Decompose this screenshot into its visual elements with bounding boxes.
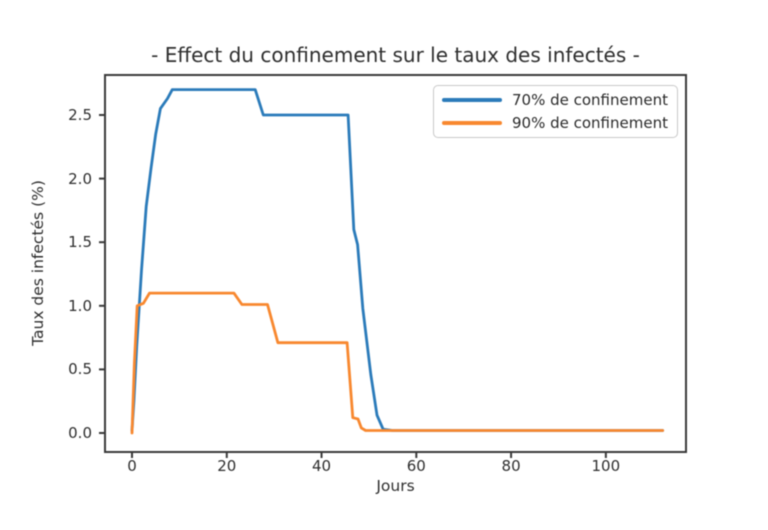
- series-line-70-percent: [130, 88, 665, 432]
- x-tick-label: 100: [591, 457, 621, 475]
- chart-title: - Effect du confinement sur le taux des …: [151, 43, 640, 67]
- y-tick-label: 2.0: [68, 169, 92, 188]
- legend-item-70: 70% de confinement: [442, 91, 669, 109]
- y-tick-label: 1.5: [68, 233, 92, 252]
- legend-label-90: 90% de confinement: [512, 114, 668, 132]
- x-tick-label: 0: [127, 457, 137, 475]
- x-axis-label: Jours: [376, 477, 415, 495]
- x-tick-label: 80: [501, 457, 521, 475]
- legend-label-70: 70% de confinement: [512, 91, 668, 109]
- x-tick-label: 40: [311, 457, 332, 475]
- y-tick-label: 1.0: [68, 296, 92, 315]
- y-tick-label: 2.5: [68, 106, 92, 124]
- x-tick-label: 60: [406, 457, 426, 475]
- legend: 70% de confinement 90% de confinement: [433, 85, 678, 138]
- plot-frame: [104, 74, 687, 453]
- series-line-90-percent: [130, 291, 665, 435]
- legend-item-90: 90% de confinement: [442, 114, 669, 132]
- legend-line-sample-70: [442, 98, 502, 102]
- x-tick-label: 20: [217, 457, 237, 475]
- y-tick-label: 0.5: [68, 360, 92, 379]
- legend-line-sample-90: [442, 121, 502, 125]
- y-tick-label: 0.0: [68, 424, 92, 442]
